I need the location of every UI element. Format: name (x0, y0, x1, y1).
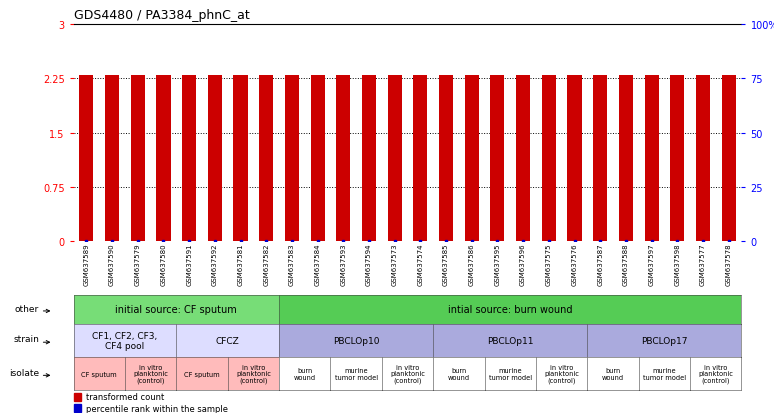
Bar (567, 75, 581, 242)
Text: initial source: CF sputum: initial source: CF sputum (115, 305, 237, 315)
Bar (464, 75, 479, 242)
Bar (413, 75, 427, 242)
Text: GSM637591: GSM637591 (186, 243, 192, 286)
Bar (619, 75, 633, 242)
Text: GSM637576: GSM637576 (571, 243, 577, 286)
Text: in vitro
planktonic
(control): in vitro planktonic (control) (698, 364, 733, 384)
Text: GSM637574: GSM637574 (417, 243, 423, 286)
Bar (105, 75, 119, 242)
Text: GSM637583: GSM637583 (289, 243, 295, 286)
Text: isolate: isolate (9, 368, 39, 377)
Text: CF sputum: CF sputum (184, 371, 220, 377)
Text: GSM637598: GSM637598 (674, 243, 680, 286)
Bar (439, 75, 453, 242)
Bar (182, 75, 196, 242)
Bar (542, 75, 556, 242)
Text: in vitro
planktonic
(control): in vitro planktonic (control) (236, 364, 271, 384)
Text: percentile rank within the sample: percentile rank within the sample (86, 404, 228, 413)
Text: GSM637597: GSM637597 (649, 243, 655, 286)
Text: PBCLOp10: PBCLOp10 (333, 336, 379, 345)
Bar (74, 404, 81, 413)
Text: murine
tumor model: murine tumor model (488, 368, 532, 380)
Text: GDS4480 / PA3384_phnC_at: GDS4480 / PA3384_phnC_at (74, 9, 249, 22)
Text: GSM637590: GSM637590 (109, 243, 115, 286)
Text: GSM637586: GSM637586 (469, 243, 474, 286)
Text: burn
wound: burn wound (293, 368, 316, 380)
Text: CF1, CF2, CF3,
CF4 pool: CF1, CF2, CF3, CF4 pool (92, 331, 158, 350)
Bar (310, 75, 324, 242)
Text: GSM637596: GSM637596 (520, 243, 526, 286)
Bar (491, 75, 505, 242)
Text: GSM637595: GSM637595 (495, 243, 501, 286)
Text: murine
tumor model: murine tumor model (334, 368, 378, 380)
Text: in vitro
planktonic
(control): in vitro planktonic (control) (133, 364, 168, 384)
Bar (721, 75, 736, 242)
Text: GSM637588: GSM637588 (623, 243, 629, 286)
Bar (362, 75, 376, 242)
Text: GSM637573: GSM637573 (392, 243, 398, 286)
Text: GSM637580: GSM637580 (160, 243, 166, 286)
Text: murine
tumor model: murine tumor model (643, 368, 686, 380)
Bar (74, 393, 81, 401)
Bar (645, 75, 659, 242)
Text: GSM637581: GSM637581 (238, 243, 244, 286)
Text: GSM637593: GSM637593 (341, 243, 346, 286)
Text: PBCLOp17: PBCLOp17 (641, 336, 687, 345)
Bar (79, 75, 94, 242)
Text: in vitro
planktonic
(control): in vitro planktonic (control) (390, 364, 425, 384)
Text: GSM637579: GSM637579 (135, 243, 141, 286)
Text: strain: strain (13, 335, 39, 344)
Text: intial source: burn wound: intial source: burn wound (448, 305, 573, 315)
Bar (696, 75, 710, 242)
Bar (207, 75, 222, 242)
Bar (670, 75, 684, 242)
Bar (131, 75, 145, 242)
Bar (285, 75, 299, 242)
Text: GSM637592: GSM637592 (212, 243, 217, 286)
Text: other: other (15, 304, 39, 313)
Text: GSM637577: GSM637577 (700, 243, 706, 286)
Text: GSM637587: GSM637587 (598, 243, 603, 286)
Text: PBCLOp11: PBCLOp11 (487, 336, 533, 345)
Text: GSM637584: GSM637584 (314, 243, 320, 286)
Text: GSM637575: GSM637575 (546, 243, 552, 286)
Bar (234, 75, 248, 242)
Text: GSM637589: GSM637589 (84, 243, 89, 286)
Text: GSM637585: GSM637585 (443, 243, 449, 286)
Text: transformed count: transformed count (86, 392, 164, 401)
Text: GSM637582: GSM637582 (263, 243, 269, 286)
Bar (336, 75, 351, 242)
Text: CF sputum: CF sputum (81, 371, 117, 377)
Text: in vitro
planktonic
(control): in vitro planktonic (control) (544, 364, 579, 384)
Text: GSM637594: GSM637594 (366, 243, 372, 286)
Bar (516, 75, 530, 242)
Bar (259, 75, 273, 242)
Text: burn
wound: burn wound (602, 368, 624, 380)
Text: GSM637578: GSM637578 (726, 243, 731, 286)
Text: CFCZ: CFCZ (216, 336, 239, 345)
Bar (388, 75, 402, 242)
Text: burn
wound: burn wound (448, 368, 470, 380)
Bar (593, 75, 608, 242)
Bar (156, 75, 170, 242)
